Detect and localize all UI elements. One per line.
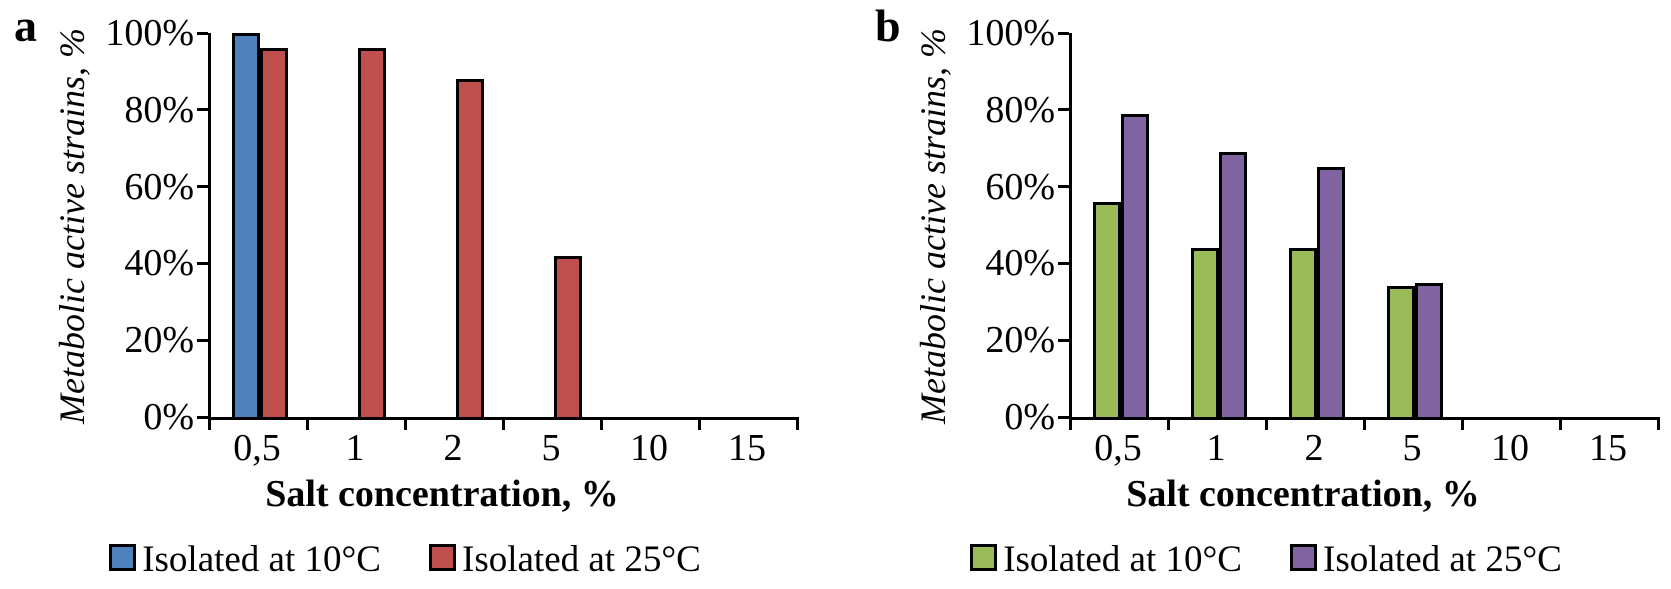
panel-b-ytick-mark bbox=[1058, 108, 1069, 112]
panel-b-xtick-mark bbox=[1069, 420, 1072, 430]
panel-b-xtick-mark bbox=[1461, 420, 1464, 430]
panel-b-xtick-mark bbox=[1265, 420, 1268, 430]
panel-b-bar-25C-cat-0,5 bbox=[1121, 114, 1149, 417]
panel-a-xtick-mark bbox=[600, 420, 603, 430]
panel-b-y-axis-tick-labels: 0% 20% 40% 60% 80% 100% bbox=[861, 0, 1061, 440]
panel-a-x-axis-tick-labels: 0,5 1 2 5 10 15 bbox=[208, 428, 796, 470]
panel-b-xtick-mark bbox=[1657, 420, 1660, 430]
panel-a-ytick-mark bbox=[197, 261, 208, 265]
panel-b-legend: Isolated at 10°C Isolated at 25°C bbox=[861, 540, 1671, 580]
panel-a-bar-10C-cat-0,5 bbox=[232, 33, 260, 417]
panel-b-x-axis-title: Salt concentration, % bbox=[1126, 473, 1480, 515]
panel-b-bar-25C-cat-1 bbox=[1219, 152, 1247, 417]
panel-a-bar-25C-cat-0,5 bbox=[260, 48, 288, 417]
panel-b-ytick-label-40: 40% bbox=[985, 242, 1055, 285]
panel-a-x-axis-title: Salt concentration, % bbox=[265, 473, 619, 515]
panel-a-ytick-mark bbox=[197, 185, 208, 189]
panel-b-xtick-label-1: 1 bbox=[1206, 427, 1226, 469]
panel-a-bar-25C-cat-1 bbox=[358, 48, 386, 417]
panel-a-xtick-mark bbox=[796, 420, 799, 430]
panel-b-plot-area bbox=[1058, 31, 1660, 430]
panel-a-xtick-mark bbox=[306, 420, 309, 430]
panel-a-legend-swatch-icon bbox=[429, 543, 456, 571]
panel-b-bar-25C-cat-5 bbox=[1415, 283, 1443, 417]
panel-a-ytick-mark bbox=[197, 108, 208, 112]
panel-a-xtick-mark bbox=[404, 420, 407, 430]
panel-b-xtick-label-10: 10 bbox=[1491, 427, 1529, 469]
panel-b-legend-label: Isolated at 25°C bbox=[1323, 539, 1562, 580]
panel-b-bar-10C-cat-1 bbox=[1191, 248, 1219, 417]
panel-a-xtick-label-2: 2 bbox=[443, 427, 463, 469]
panel-a-legend: Isolated at 10°C Isolated at 25°C bbox=[0, 540, 810, 580]
panel-b-xtick-mark bbox=[1363, 420, 1366, 430]
panel-b-ytick-mark bbox=[1058, 261, 1069, 265]
panel-b: b Metabolic active strains, % 0% 20% 40% 60… bbox=[861, 0, 1671, 589]
panel-b-xtick-mark bbox=[1167, 420, 1170, 430]
panel-a-ytick-mark bbox=[197, 415, 208, 419]
panel-b-bar-10C-cat-2 bbox=[1289, 248, 1317, 417]
panel-a-legend-entry-25C: Isolated at 25°C bbox=[429, 540, 701, 580]
panel-a-ytick-label-100: 100% bbox=[105, 12, 194, 54]
panel-a-ytick-label-80: 80% bbox=[124, 88, 194, 131]
panel-a-legend-swatch-icon bbox=[109, 543, 137, 571]
panel-a: a Metabolic active strains, % 0% 20% 40% 60… bbox=[0, 0, 810, 589]
panel-b-legend-swatch-icon bbox=[1290, 543, 1317, 571]
panel-b-bar-10C-cat-0,5 bbox=[1093, 202, 1121, 417]
panel-b-ytick-mark bbox=[1058, 415, 1069, 419]
panel-a-xtick-label-15: 15 bbox=[728, 427, 766, 469]
panel-a-ytick-label-20: 20% bbox=[124, 319, 194, 362]
panel-a-ytick-label-40: 40% bbox=[124, 242, 194, 285]
panel-a-xtick-label-0,5: 0,5 bbox=[233, 427, 281, 469]
panel-b-ytick-mark bbox=[1058, 338, 1069, 342]
panel-b-ytick-mark bbox=[1058, 185, 1069, 189]
panel-b-xtick-label-2: 2 bbox=[1304, 427, 1324, 469]
panel-a-ytick-label-0: 0% bbox=[143, 396, 194, 438]
panel-b-ytick-label-60: 60% bbox=[985, 165, 1055, 208]
panel-b-xtick-label-5: 5 bbox=[1402, 427, 1422, 469]
panel-a-bar-25C-cat-2 bbox=[456, 79, 484, 417]
panel-b-legend-entry-10C: Isolated at 10°C bbox=[970, 540, 1242, 580]
panel-b-bar-25C-cat-2 bbox=[1317, 167, 1345, 417]
panel-b-ytick-label-100: 100% bbox=[966, 12, 1055, 54]
panel-a-ytick-mark bbox=[197, 338, 208, 342]
panel-b-ytick-label-80: 80% bbox=[985, 88, 1055, 131]
panel-b-xtick-label-0,5: 0,5 bbox=[1094, 427, 1142, 469]
panel-a-y-axis-tick-labels: 0% 20% 40% 60% 80% 100% bbox=[0, 0, 200, 440]
panel-a-legend-entry-10C: Isolated at 10°C bbox=[109, 540, 381, 580]
panel-a-legend-label: Isolated at 25°C bbox=[462, 539, 701, 580]
panel-a-ytick-mark bbox=[197, 31, 208, 35]
panel-b-bar-10C-cat-5 bbox=[1387, 286, 1415, 417]
panel-a-plot-area bbox=[197, 31, 799, 430]
panel-a-ytick-label-60: 60% bbox=[124, 165, 194, 208]
panel-a-xtick-label-1: 1 bbox=[345, 427, 365, 469]
panel-b-letter-label: b bbox=[875, 0, 901, 51]
panel-b-xtick-mark bbox=[1559, 420, 1562, 430]
panel-b-ytick-label-0: 0% bbox=[1004, 396, 1055, 438]
panel-b-ytick-mark bbox=[1058, 31, 1069, 35]
panel-b-legend-label: Isolated at 10°C bbox=[1003, 539, 1242, 580]
panel-a-xtick-mark bbox=[208, 420, 211, 430]
panel-b-legend-entry-25C: Isolated at 25°C bbox=[1290, 540, 1562, 580]
panel-b-xtick-label-15: 15 bbox=[1589, 427, 1627, 469]
panel-b-legend-swatch-icon bbox=[970, 543, 998, 571]
panel-a-legend-label: Isolated at 10°C bbox=[142, 539, 381, 580]
panel-b-ytick-label-20: 20% bbox=[985, 319, 1055, 362]
panel-a-letter-label: a bbox=[14, 0, 37, 51]
panel-b-x-axis-tick-labels: 0,5 1 2 5 10 15 bbox=[1069, 428, 1657, 470]
panel-a-xtick-mark bbox=[502, 420, 505, 430]
panel-a-bar-25C-cat-5 bbox=[554, 256, 582, 417]
panel-a-xtick-label-5: 5 bbox=[541, 427, 561, 469]
panel-a-xtick-label-10: 10 bbox=[630, 427, 668, 469]
panel-a-xtick-mark bbox=[698, 420, 701, 430]
